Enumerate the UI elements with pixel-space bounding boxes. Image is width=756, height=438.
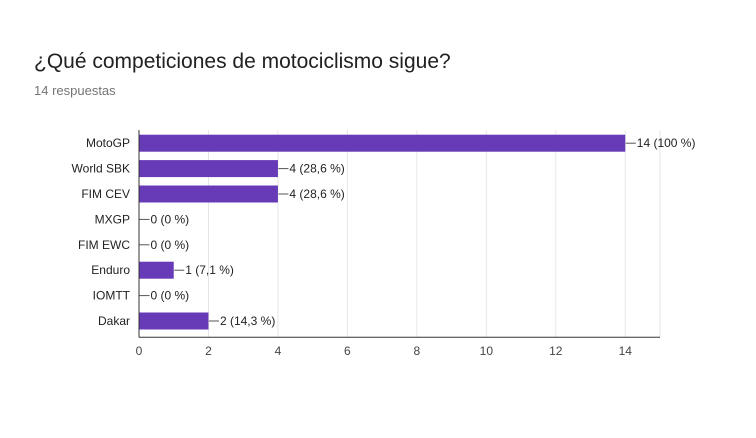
response-count: 14 respuestas: [34, 83, 116, 98]
bar: [139, 261, 174, 279]
category-label: Dakar: [98, 314, 130, 328]
axes: [138, 130, 660, 338]
bar: [139, 185, 278, 203]
x-tick-label: 4: [275, 344, 282, 358]
category-label: MXGP: [95, 212, 130, 226]
data-label: 0 (0 %): [151, 238, 190, 252]
labels: 0 2 4 6 8 10 12 14 MotoGP 14 (100 %) World SBK 4 (2…: [72, 136, 696, 358]
category-label: IOMTT: [93, 289, 131, 303]
bars: [139, 134, 626, 330]
x-tick-label: 8: [414, 344, 421, 358]
data-label: 0 (0 %): [151, 289, 190, 303]
bar: [139, 312, 209, 330]
data-label: 2 (14,3 %): [220, 314, 275, 328]
x-tick-label: 10: [480, 344, 494, 358]
category-label: FIM EWC: [78, 238, 130, 252]
chart-title: ¿Qué competiciones de motociclismo sigue…: [34, 50, 451, 73]
category-label: FIM CEV: [81, 187, 130, 201]
category-label: Enduro: [91, 263, 130, 277]
x-tick-label: 2: [205, 344, 212, 358]
bar: [139, 134, 626, 152]
data-label: 4 (28,6 %): [289, 187, 344, 201]
x-tick-label: 6: [344, 344, 351, 358]
x-tick-label: 12: [549, 344, 563, 358]
x-tick-label: 0: [136, 344, 143, 358]
category-label: World SBK: [72, 162, 130, 176]
category-label: MotoGP: [86, 136, 130, 150]
data-label: 14 (100 %): [637, 136, 696, 150]
data-label: 0 (0 %): [151, 212, 190, 226]
x-tick-label: 14: [619, 344, 633, 358]
data-label: 4 (28,6 %): [289, 162, 344, 176]
bar: [139, 160, 278, 178]
data-label: 1 (7,1 %): [185, 263, 234, 277]
